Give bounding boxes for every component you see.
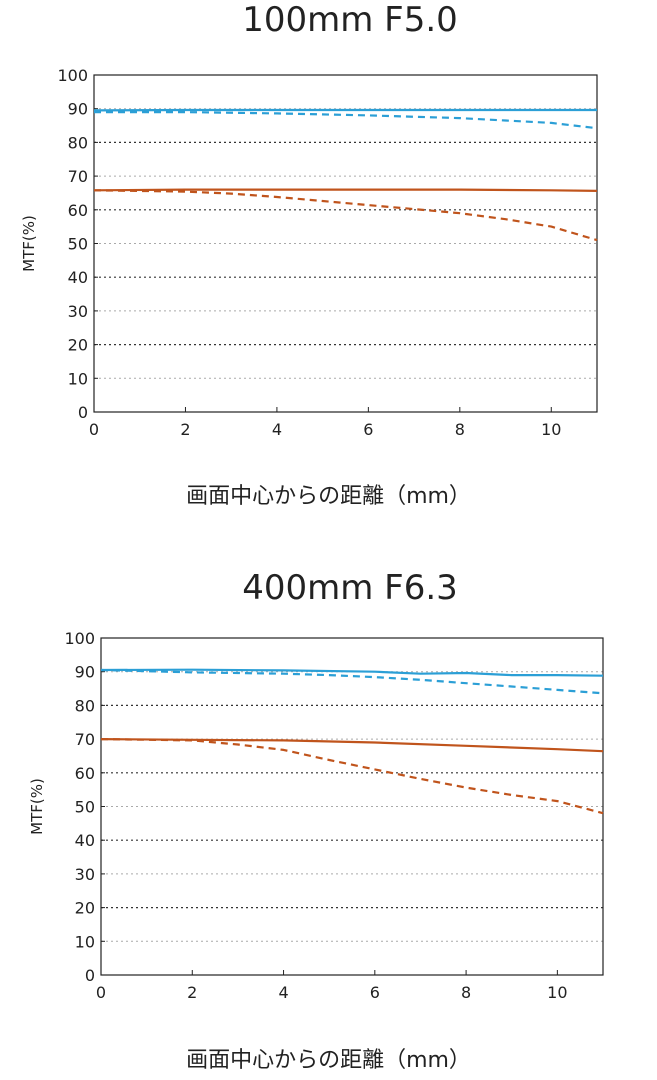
y-tick-label: 70 [75, 730, 95, 749]
y-tick-label: 30 [68, 302, 88, 321]
y-tick-label: 90 [68, 100, 88, 119]
y-tick-label: 0 [85, 966, 95, 985]
x-tick-label: 4 [278, 983, 288, 1002]
series-line-2 [93, 188, 598, 192]
y-tick-label: 70 [68, 167, 88, 186]
y-tick-label: 50 [75, 798, 95, 817]
x-tick-label: 4 [272, 420, 282, 439]
chart-title: 100mm F5.0 [242, 0, 458, 40]
series-line-3 [93, 189, 598, 242]
mtf-chart-100mm: 100mm F5.0 0 10 20 30 40 50 60 70 80 90 100 0 2 4 6 8 10… [20, 0, 598, 509]
y-tick-label: 10 [68, 369, 88, 388]
y-tick-label: 100 [64, 629, 95, 648]
x-tick-label: 8 [461, 983, 471, 1002]
series-line-0 [100, 668, 604, 677]
x-tick-label: 6 [363, 420, 373, 439]
mtf-chart-400mm: 400mm F6.3 0 10 20 30 40 50 60 70 80 90 100 0 2 4 6 8 10… [0, 540, 657, 1080]
x-tick-label: 0 [89, 420, 99, 439]
y-axis-label: MTF(%) [20, 215, 38, 272]
y-tick-label: 20 [68, 336, 88, 355]
y-tick-label: 60 [75, 764, 95, 783]
y-tick-label: 10 [75, 932, 95, 951]
y-tick-label: 80 [68, 133, 88, 152]
series-line-1 [100, 668, 604, 695]
x-axis-label: 画面中心からの距離（mm） [186, 484, 471, 509]
y-tick-label: 0 [78, 403, 88, 422]
chart-plot-area: 0 10 20 30 40 50 60 70 80 90 100 0 2 4 6 8 10 MTF(%) [28, 629, 604, 1002]
x-tick-label: 10 [541, 420, 561, 439]
y-tick-label: 40 [68, 268, 88, 287]
chart-title: 400mm F6.3 [242, 568, 458, 608]
chart-plot-area: 0 10 20 30 40 50 60 70 80 90 100 0 2 4 6 8 10 MTF(%) [20, 66, 598, 439]
y-tick-label: 30 [75, 865, 95, 884]
series-line-2 [100, 738, 604, 753]
y-tick-label: 60 [68, 201, 88, 220]
y-tick-label: 40 [75, 831, 95, 850]
y-tick-label: 50 [68, 235, 88, 254]
x-tick-label: 2 [180, 420, 190, 439]
series-line-3 [100, 738, 604, 815]
x-axis-label: 画面中心からの距離（mm） [186, 1048, 471, 1073]
x-tick-label: 0 [96, 983, 106, 1002]
x-tick-label: 10 [547, 983, 567, 1002]
series-line-1 [94, 110, 598, 130]
x-tick-label: 2 [187, 983, 197, 1002]
y-tick-label: 80 [75, 696, 95, 715]
y-tick-label: 100 [57, 66, 88, 85]
y-axis-label: MTF(%) [28, 778, 46, 835]
y-tick-label: 90 [75, 663, 95, 682]
x-tick-label: 8 [455, 420, 465, 439]
y-tick-label: 20 [75, 899, 95, 918]
x-tick-label: 6 [370, 983, 380, 1002]
